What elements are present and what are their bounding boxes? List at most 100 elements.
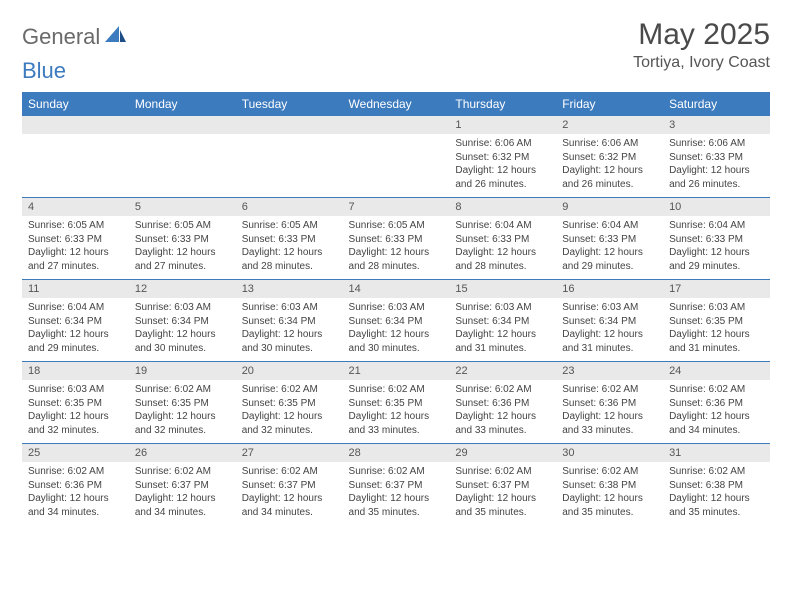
date-number: 6 (236, 198, 343, 217)
daylight-text: Daylight: 12 hours (669, 246, 764, 260)
daylight-text: and 27 minutes. (135, 260, 230, 274)
daylight-text: Daylight: 12 hours (349, 328, 444, 342)
sunrise-text: Sunrise: 6:04 AM (669, 219, 764, 233)
daylight-text: Daylight: 12 hours (562, 410, 657, 424)
daylight-text: Daylight: 12 hours (135, 492, 230, 506)
daylight-text: Daylight: 12 hours (349, 492, 444, 506)
date-number: 13 (236, 280, 343, 299)
sunrise-text: Sunrise: 6:02 AM (28, 465, 123, 479)
date-number: 7 (343, 198, 450, 217)
sunrise-text: Sunrise: 6:03 AM (669, 301, 764, 315)
date-cell (22, 134, 129, 198)
date-cell: Sunrise: 6:02 AMSunset: 6:37 PMDaylight:… (129, 462, 236, 525)
date-number: 15 (449, 280, 556, 299)
date-cell (236, 134, 343, 198)
location: Tortiya, Ivory Coast (633, 54, 770, 72)
sunset-text: Sunset: 6:35 PM (28, 397, 123, 411)
sunrise-text: Sunrise: 6:03 AM (349, 301, 444, 315)
daylight-text: Daylight: 12 hours (135, 246, 230, 260)
sunset-text: Sunset: 6:34 PM (455, 315, 550, 329)
sunset-text: Sunset: 6:34 PM (562, 315, 657, 329)
sunrise-text: Sunrise: 6:02 AM (455, 383, 550, 397)
daylight-text: and 28 minutes. (242, 260, 337, 274)
sunset-text: Sunset: 6:37 PM (242, 479, 337, 493)
logo-text-general: General (22, 24, 100, 50)
date-number-row: 45678910 (22, 198, 770, 217)
date-number: 22 (449, 362, 556, 381)
daylight-text: and 31 minutes. (455, 342, 550, 356)
date-number: 28 (343, 444, 450, 463)
daylight-text: and 31 minutes. (562, 342, 657, 356)
logo-sail-icon (105, 26, 127, 49)
daylight-text: and 31 minutes. (669, 342, 764, 356)
sunset-text: Sunset: 6:33 PM (669, 151, 764, 165)
sunset-text: Sunset: 6:35 PM (242, 397, 337, 411)
daylight-text: and 29 minutes. (562, 260, 657, 274)
date-cell: Sunrise: 6:02 AMSunset: 6:38 PMDaylight:… (556, 462, 663, 525)
sunset-text: Sunset: 6:35 PM (669, 315, 764, 329)
sunset-text: Sunset: 6:35 PM (349, 397, 444, 411)
date-number: 19 (129, 362, 236, 381)
date-number: 9 (556, 198, 663, 217)
sunrise-text: Sunrise: 6:06 AM (669, 137, 764, 151)
logo: General (22, 24, 129, 50)
daylight-text: and 30 minutes. (135, 342, 230, 356)
daylight-text: and 30 minutes. (242, 342, 337, 356)
daylight-text: and 26 minutes. (455, 178, 550, 192)
sunrise-text: Sunrise: 6:05 AM (242, 219, 337, 233)
daylight-text: Daylight: 12 hours (562, 246, 657, 260)
sunrise-text: Sunrise: 6:03 AM (28, 383, 123, 397)
date-number (343, 116, 450, 134)
daylight-text: and 35 minutes. (349, 506, 444, 520)
sunrise-text: Sunrise: 6:02 AM (242, 465, 337, 479)
sunrise-text: Sunrise: 6:02 AM (669, 383, 764, 397)
daylight-text: and 35 minutes. (669, 506, 764, 520)
date-number: 12 (129, 280, 236, 299)
date-number-row: 11121314151617 (22, 280, 770, 299)
daylight-text: Daylight: 12 hours (349, 246, 444, 260)
sunset-text: Sunset: 6:34 PM (242, 315, 337, 329)
daylight-text: and 34 minutes. (135, 506, 230, 520)
day-header: Wednesday (343, 92, 450, 116)
day-header: Friday (556, 92, 663, 116)
date-number: 16 (556, 280, 663, 299)
sunset-text: Sunset: 6:37 PM (349, 479, 444, 493)
daylight-text: and 33 minutes. (455, 424, 550, 438)
date-number: 11 (22, 280, 129, 299)
date-cell (129, 134, 236, 198)
sunrise-text: Sunrise: 6:06 AM (562, 137, 657, 151)
date-number-row: 18192021222324 (22, 362, 770, 381)
calendar-page: General May 2025 Tortiya, Ivory Coast Bl… (0, 0, 792, 535)
sunset-text: Sunset: 6:38 PM (562, 479, 657, 493)
sunset-text: Sunset: 6:35 PM (135, 397, 230, 411)
daylight-text: Daylight: 12 hours (455, 328, 550, 342)
sunset-text: Sunset: 6:36 PM (455, 397, 550, 411)
day-header: Sunday (22, 92, 129, 116)
date-cell: Sunrise: 6:03 AMSunset: 6:35 PMDaylight:… (663, 298, 770, 362)
date-cell: Sunrise: 6:03 AMSunset: 6:34 PMDaylight:… (129, 298, 236, 362)
daylight-text: and 34 minutes. (28, 506, 123, 520)
sunrise-text: Sunrise: 6:02 AM (562, 383, 657, 397)
date-cell: Sunrise: 6:04 AMSunset: 6:34 PMDaylight:… (22, 298, 129, 362)
date-number-row: 123 (22, 116, 770, 134)
date-cell: Sunrise: 6:04 AMSunset: 6:33 PMDaylight:… (449, 216, 556, 280)
daylight-text: Daylight: 12 hours (28, 246, 123, 260)
daylight-text: and 26 minutes. (562, 178, 657, 192)
day-header: Monday (129, 92, 236, 116)
daylight-text: and 35 minutes. (455, 506, 550, 520)
sunset-text: Sunset: 6:37 PM (455, 479, 550, 493)
sunrise-text: Sunrise: 6:03 AM (562, 301, 657, 315)
calendar-table: Sunday Monday Tuesday Wednesday Thursday… (22, 92, 770, 525)
sunset-text: Sunset: 6:33 PM (28, 233, 123, 247)
date-number: 30 (556, 444, 663, 463)
sunrise-text: Sunrise: 6:02 AM (242, 383, 337, 397)
sunrise-text: Sunrise: 6:02 AM (349, 383, 444, 397)
date-cell (343, 134, 450, 198)
title-block: May 2025 Tortiya, Ivory Coast (633, 18, 770, 72)
daylight-text: and 33 minutes. (349, 424, 444, 438)
day-header: Tuesday (236, 92, 343, 116)
sunrise-text: Sunrise: 6:05 AM (135, 219, 230, 233)
sunset-text: Sunset: 6:32 PM (562, 151, 657, 165)
date-data-row: Sunrise: 6:05 AMSunset: 6:33 PMDaylight:… (22, 216, 770, 280)
sunset-text: Sunset: 6:33 PM (669, 233, 764, 247)
